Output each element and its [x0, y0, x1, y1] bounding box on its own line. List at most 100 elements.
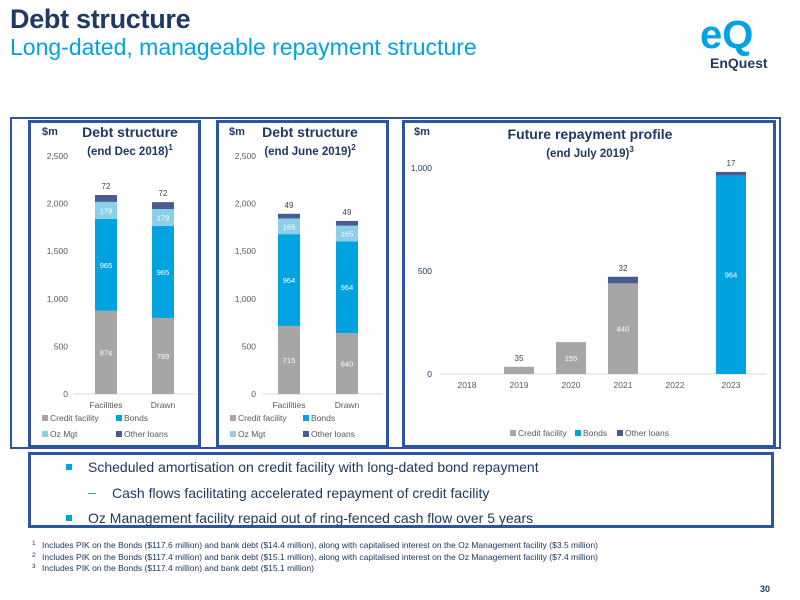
bullet-2: – Cash flows facilitating accelerated rep…: [88, 484, 490, 501]
chart3-bar-other-loans: [716, 171, 746, 176]
chart1-data-label: 72: [159, 189, 168, 198]
chart1-data-label: 965: [157, 268, 170, 277]
chart2-ytick: 0: [251, 389, 256, 399]
chart1-data-label: 179: [157, 214, 170, 223]
footnote-2-text: Includes PIK on the Bonds ($117.4 millio…: [42, 551, 598, 562]
chart1-ytick: 2,000: [47, 199, 69, 209]
chart2-legend-swatch: [303, 431, 309, 437]
chart-panel-repayment-profile: [402, 120, 776, 448]
chart3-title-main: Future repayment profile: [507, 126, 673, 142]
chart3-data-label: 440: [617, 325, 630, 334]
chart1-legend-swatch: [42, 415, 48, 421]
chart3-ytick: 500: [418, 266, 432, 276]
chart2-legend-label: Other loans: [311, 429, 355, 439]
chart2-data-label: 964: [341, 283, 354, 292]
chart1-ytick: 1,000: [47, 294, 69, 304]
chart1-bar-other-loans: [152, 202, 174, 210]
bullet-3-text: Oz Management facility repaid out of rin…: [88, 510, 534, 526]
chart3-bar-other-loans: [608, 276, 638, 284]
chart2-bar-other-loans: [278, 213, 300, 219]
chart3-data-label: 17: [727, 159, 736, 168]
chart3-data-label: 964: [725, 271, 738, 280]
logo-text: EnQuest: [710, 55, 768, 71]
charts-frame: [10, 117, 781, 449]
key-points-box: [28, 452, 774, 528]
chart1-bar-bonds: [95, 218, 117, 311]
chart2-bar-bonds: [336, 241, 358, 334]
chart2-ytick: 2,500: [235, 151, 257, 161]
chart1-data-label: 179: [100, 206, 113, 215]
bullet-2-text: Cash flows facilitating accelerated repa…: [112, 485, 490, 501]
chart1-ytick: 0: [63, 389, 68, 399]
chart2-title: Debt structure (end June 2019)2: [250, 124, 370, 158]
chart2-unit-label: $m: [229, 126, 245, 138]
chart1-bar-other-loans: [95, 195, 117, 202]
chart1-unit-label: $m: [42, 126, 58, 138]
chart2-subtitle-text: (end June 2019): [264, 145, 352, 158]
chart2-data-label: 640: [341, 360, 354, 369]
chart1-subtitle-text: (end Dec 2018): [87, 145, 169, 158]
chart2-bar-credit-facility: [336, 333, 358, 394]
chart3-legend-swatch: [510, 430, 516, 436]
chart2-title-sub: (end June 2019)2: [250, 143, 370, 158]
footnote-2-num: 2: [32, 551, 36, 559]
chart2-data-label: 49: [343, 208, 352, 217]
chart1-data-label: 965: [100, 261, 113, 270]
chart3-bar-credit-facility: [608, 283, 638, 374]
chart1-bar-oz-mgt: [152, 209, 174, 227]
footnotes: 1 Includes PIK on the Bonds ($117.6 milli…: [32, 540, 598, 575]
chart1-legend-label: Other loans: [124, 429, 168, 439]
chart1-data-label: 72: [102, 182, 111, 191]
chart2-ytick: 1,000: [235, 294, 257, 304]
chart3-ytick: 0: [427, 369, 432, 379]
bullet-1-marker: [66, 464, 72, 470]
chart3-legend-label: Credit facility: [518, 428, 567, 438]
chart2-bar-bonds: [278, 234, 300, 326]
chart3-category-label: 2023: [722, 380, 741, 390]
chart3-category-label: 2019: [510, 380, 529, 390]
chart3-legend-swatch: [575, 430, 581, 436]
chart3-bar-credit-facility: [504, 366, 534, 374]
chart1-bar-bonds: [152, 226, 174, 318]
chart3-bar-credit-facility: [556, 342, 586, 374]
logo-mark: eQ: [700, 13, 753, 57]
footnote-3: 3 Includes PIK on the Bonds ($117.4 milli…: [32, 563, 598, 575]
chart1-ytick: 2,500: [47, 151, 69, 161]
bullet-3-marker: [66, 515, 72, 521]
chart2-ytick: 1,500: [235, 246, 257, 256]
slide-title: Debt structure: [10, 4, 191, 34]
footnote-1-text: Includes PIK on the Bonds ($117.6 millio…: [42, 540, 598, 550]
chart2-bar-oz-mgt: [336, 225, 358, 242]
chart3-category-label: 2018: [458, 380, 477, 390]
chart1-footnote-ref: 1: [168, 143, 173, 152]
chart3-legend-label: Bonds: [583, 428, 607, 438]
footnote-3-num: 3: [32, 563, 36, 570]
footnote-1: 1 Includes PIK on the Bonds ($117.6 milli…: [32, 540, 598, 552]
chart2-legend-swatch: [230, 415, 236, 421]
chart3-ytick: 1,000: [411, 163, 433, 173]
bullet-1: Scheduled amortisation on credit facilit…: [66, 459, 539, 475]
chart2-legend-swatch: [303, 415, 309, 421]
chart1-legend-swatch: [116, 431, 122, 437]
chart1-data-label: 799: [157, 352, 170, 361]
chart3-category-label: 2022: [666, 380, 685, 390]
chart3-subtitle-text: (end July 2019): [546, 147, 630, 160]
chart2-data-label: 964: [283, 276, 296, 285]
chart2-footnote-ref: 2: [351, 143, 356, 152]
chart2-legend-label: Bonds: [311, 413, 335, 423]
page-number: 30: [760, 584, 771, 594]
chart3-bar-bonds: [716, 175, 746, 374]
chart2-legend-label: Oz Mgt: [238, 429, 266, 439]
chart2-category-label: Drawn: [335, 400, 360, 410]
chart3-legend-label: Other loans: [625, 428, 669, 438]
chart1-category-label: Facilities: [89, 400, 122, 410]
chart2-ytick: 500: [242, 341, 256, 351]
chart1-title: Debt structure (end Dec 2018)1: [70, 124, 190, 158]
chart2-category-label: Facilities: [272, 400, 305, 410]
footnote-2: 2 Includes PIK on the Bonds ($117.4 milli…: [32, 551, 598, 564]
bullet-1-text: Scheduled amortisation on credit facilit…: [88, 459, 539, 475]
chart1-ytick: 1,500: [47, 246, 69, 256]
chart2-data-label: 49: [285, 201, 294, 210]
chart1-legend-label: Oz Mgt: [50, 429, 78, 439]
